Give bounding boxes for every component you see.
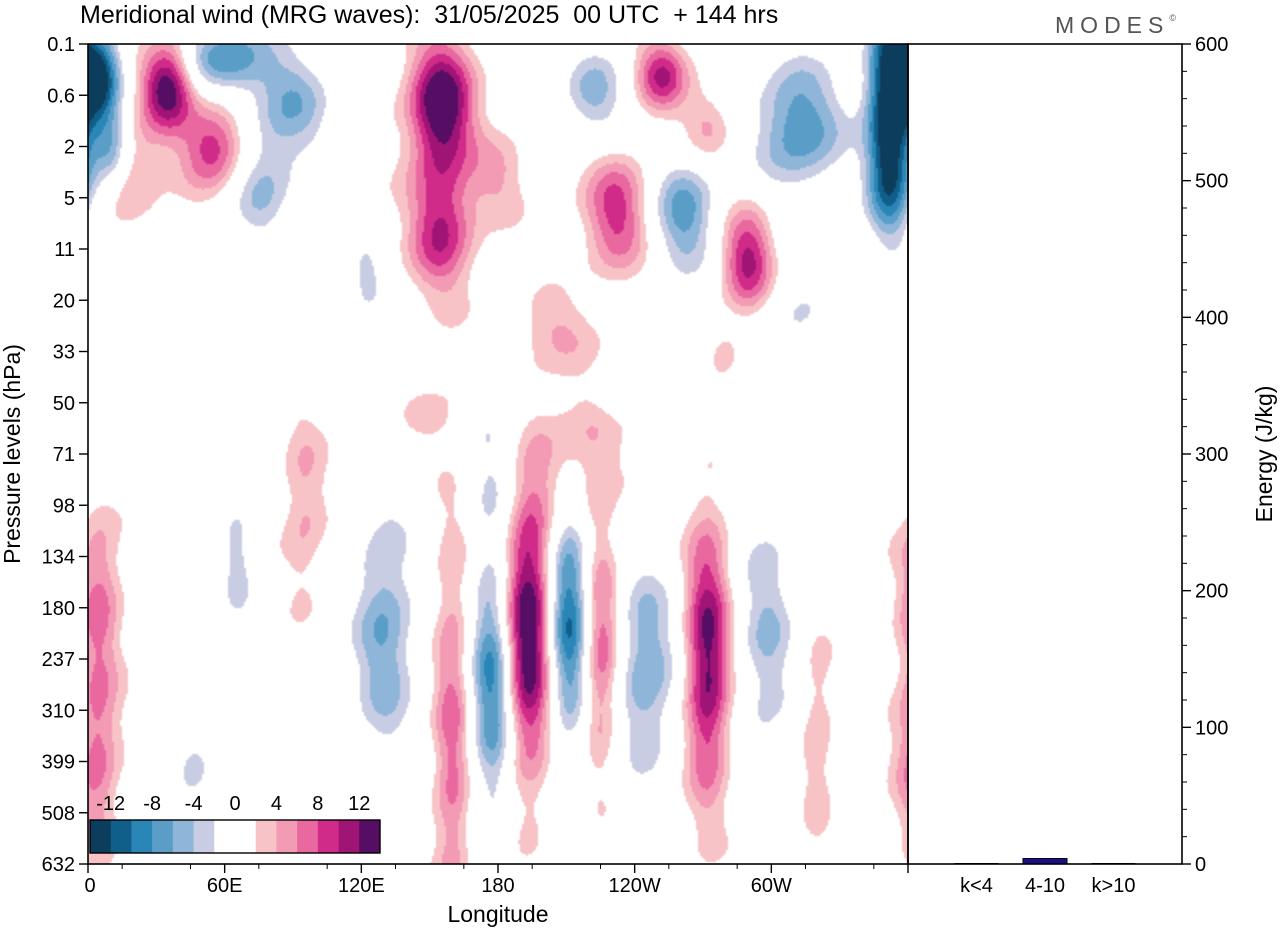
y-tick-label: 0.6 [47,85,75,107]
energy-category-label: k<4 [960,875,993,897]
chart-title: Meridional wind (MRG waves): 31/05/2025 … [80,1,778,29]
y-tick-label: 2 [64,137,75,159]
energy-tick-label: 600 [1195,34,1228,56]
energy-tick-label: 500 [1195,171,1228,193]
y-tick-label: 0.1 [47,34,75,56]
heatmap-image [88,44,908,864]
energy-tick-label: 0 [1195,854,1206,876]
x-tick-label: 180 [481,875,514,897]
colorbar-swatch [235,820,257,853]
colorbar-swatch [131,820,153,853]
heatmap-field [88,44,908,864]
brand-logo: MODES© [1055,12,1176,38]
x-tick-label: 0 [84,875,95,897]
colorbar: -12 -8 -4 0 4 8 12 [89,793,381,854]
y-tick-label: 50 [53,393,75,415]
colorbar-swatch [152,820,174,853]
x-tick-label: 60W [751,875,792,897]
y-tick-label: 5 [64,188,75,210]
colorbar-swatch [338,820,360,853]
y-tick-label: 20 [53,290,75,312]
y-tick-label: 134 [42,547,75,569]
y-tick-label: 632 [42,854,75,876]
y-tick-label: 399 [42,752,75,774]
colorbar-swatch [359,820,381,853]
right-y-axis-label: Energy (J/kg) [1251,386,1277,523]
x-axis-label: Longitude [447,901,548,927]
energy-category-label: 4-10 [1025,875,1065,897]
energy-tick-label: 400 [1195,307,1228,329]
energy-tick-label: 200 [1195,581,1228,603]
energy-tick-label: 100 [1195,717,1228,739]
energy-bar [1022,858,1068,865]
y-tick-label: 33 [53,342,75,364]
colorbar-swatch [90,820,112,853]
colorbar-label: 12 [348,793,370,815]
colorbar-label: 4 [271,793,282,815]
y-tick-label: 237 [42,649,75,671]
colorbar-label: 0 [229,793,240,815]
colorbar-swatch [276,820,298,853]
energy-panel-frame [907,43,1183,865]
energy-category-label: k>10 [1092,875,1136,897]
y-axis-label: Pressure levels (hPa) [0,344,25,564]
y-tick-label: 508 [42,803,75,825]
y-tick-label: 98 [53,495,75,517]
colorbar-swatch [172,820,194,853]
colorbar-swatch [214,820,236,853]
y-tick-label: 71 [53,444,75,466]
colorbar-swatch [110,820,132,853]
colorbar-frame [89,819,381,854]
colorbar-swatch [193,820,215,853]
brand-mark: © [1169,13,1176,23]
colorbar-label: 8 [312,793,323,815]
xaxis: Longitude [447,901,548,927]
colorbar-label: -8 [143,793,161,815]
y-tick-label: 180 [42,598,75,620]
x-tick-label: 60E [207,875,243,897]
colorbar-label: -4 [185,793,203,815]
x-tick-label: 120E [338,875,385,897]
colorbar-swatch [297,820,319,853]
y-tick-label: 11 [54,239,75,261]
colorbar-swatch [317,820,339,853]
colorbar-swatch [255,820,277,853]
energy-tick-label: 300 [1195,444,1228,466]
y-tick-label: 310 [42,700,75,722]
x-tick-label: 120W [609,875,661,897]
colorbar-label: -12 [96,793,125,815]
